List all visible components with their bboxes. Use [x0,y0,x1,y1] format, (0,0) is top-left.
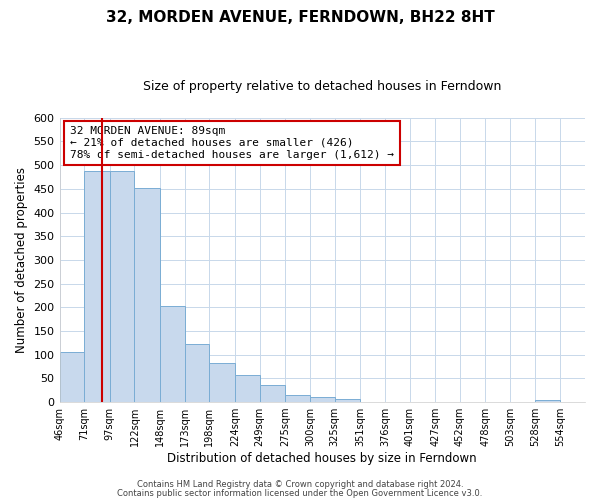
Bar [286,394,310,402]
Bar [110,172,134,402]
Bar [84,172,110,402]
Y-axis label: Number of detached properties: Number of detached properties [15,167,28,353]
Bar [134,188,160,402]
Text: Contains HM Land Registry data © Crown copyright and database right 2024.: Contains HM Land Registry data © Crown c… [137,480,463,489]
Text: 32, MORDEN AVENUE, FERNDOWN, BH22 8HT: 32, MORDEN AVENUE, FERNDOWN, BH22 8HT [106,10,494,25]
Bar [235,375,260,402]
Bar [535,400,560,402]
Title: Size of property relative to detached houses in Ferndown: Size of property relative to detached ho… [143,80,502,93]
Text: Contains public sector information licensed under the Open Government Licence v3: Contains public sector information licen… [118,488,482,498]
Bar [310,398,335,402]
X-axis label: Distribution of detached houses by size in Ferndown: Distribution of detached houses by size … [167,452,477,465]
Bar [160,306,185,402]
Bar [335,399,360,402]
Bar [185,344,209,402]
Bar [260,385,286,402]
Bar [209,363,235,402]
Text: 32 MORDEN AVENUE: 89sqm
← 21% of detached houses are smaller (426)
78% of semi-d: 32 MORDEN AVENUE: 89sqm ← 21% of detache… [70,126,394,160]
Bar [59,352,84,402]
